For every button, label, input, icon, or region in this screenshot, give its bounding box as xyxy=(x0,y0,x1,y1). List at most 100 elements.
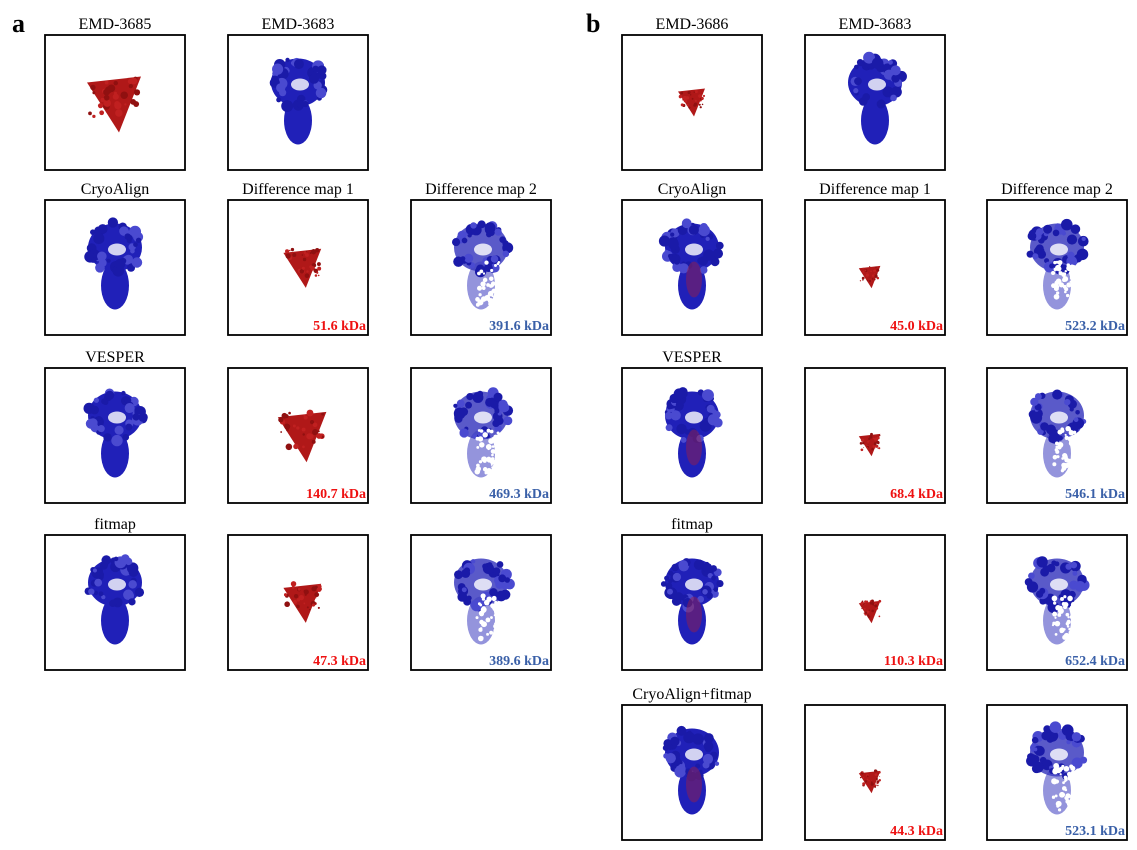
density-blob xyxy=(1077,420,1084,427)
density-gap xyxy=(1071,279,1077,285)
density-gap xyxy=(1058,808,1061,811)
density-blob xyxy=(711,576,716,581)
density-gap xyxy=(1052,612,1057,617)
density-blob xyxy=(854,77,862,85)
density-blob xyxy=(663,753,669,759)
density-red-dot xyxy=(293,444,298,449)
mass-label: 44.3 kDa xyxy=(890,824,943,839)
map-cell: CryoAlign xyxy=(45,181,185,335)
density-blob xyxy=(462,587,467,592)
density-red-dot xyxy=(294,594,298,598)
map-cell: Difference map 1 51.6 kDa xyxy=(228,181,368,335)
density-red-dot xyxy=(288,412,291,415)
density-red-dot xyxy=(871,448,874,451)
density-red-dot xyxy=(876,273,877,274)
density-red-dot xyxy=(291,581,296,586)
density-gap xyxy=(486,618,491,623)
density-red-dot xyxy=(860,280,861,281)
density-red-dot xyxy=(692,98,694,100)
density-hole xyxy=(685,412,703,424)
density-gap xyxy=(1060,629,1064,633)
density-red-dot xyxy=(867,280,868,281)
map-cell: Difference map 2391.6 kDa xyxy=(411,181,551,335)
density-blob xyxy=(101,398,107,404)
density-blob xyxy=(879,66,884,71)
density-gap xyxy=(1059,271,1063,275)
density-blob xyxy=(97,252,107,262)
density-gap xyxy=(492,596,497,601)
density-blob xyxy=(316,88,327,99)
density-red-dot xyxy=(879,779,881,781)
density-hole xyxy=(1050,412,1068,424)
density-red-dot xyxy=(875,445,878,448)
density-blob xyxy=(499,236,506,243)
density-blob xyxy=(668,239,678,249)
density-blob xyxy=(121,554,130,563)
density-gap xyxy=(486,633,489,636)
density-gap xyxy=(487,457,492,462)
density-overlay xyxy=(686,262,702,298)
density-blob xyxy=(1082,237,1086,241)
density-gap xyxy=(483,432,488,437)
density-red-dot xyxy=(867,779,869,781)
density-gap xyxy=(1066,613,1070,617)
density-red-dot xyxy=(703,95,705,97)
density-blob xyxy=(891,74,899,82)
density-gap xyxy=(1063,595,1066,598)
density-gap xyxy=(1070,766,1075,771)
density-blob xyxy=(716,242,724,250)
density-blob xyxy=(1046,425,1056,435)
map-cell: EMD-3683 xyxy=(228,16,368,170)
map-cell: 44.3 kDa xyxy=(805,705,945,840)
density-gap xyxy=(1064,633,1069,638)
density-blob xyxy=(678,560,688,570)
density-blob xyxy=(111,435,122,446)
mass-label: 389.6 kDa xyxy=(489,654,549,669)
density-gap xyxy=(1064,780,1066,782)
density-red-dot xyxy=(878,600,881,603)
density-red-dot xyxy=(286,443,293,450)
map-title: Difference map 1 xyxy=(819,181,931,198)
density-red-dot xyxy=(306,270,308,272)
density-red-dot xyxy=(302,433,304,435)
map-title: VESPER xyxy=(662,349,722,366)
density-gap xyxy=(1060,597,1064,601)
density-red-dot xyxy=(864,600,867,603)
density-red-dot xyxy=(293,425,296,428)
density-gap xyxy=(1054,294,1060,300)
density-red-dot xyxy=(872,274,875,277)
density-red-dot xyxy=(867,444,868,445)
map-title: Difference map 1 xyxy=(242,181,354,198)
density-blob xyxy=(471,559,475,563)
map-cell: 389.6 kDa xyxy=(411,535,551,670)
map-cell: fitmap xyxy=(622,516,762,670)
map-title: Difference map 2 xyxy=(1001,181,1113,198)
density-gap xyxy=(490,616,493,619)
density-red-dot xyxy=(687,91,690,94)
density-red-dot xyxy=(867,775,869,777)
density-gap xyxy=(491,466,493,468)
density-red-dot xyxy=(120,91,128,99)
density-gap xyxy=(1071,602,1077,608)
density-red-dot xyxy=(875,785,876,786)
density-red-dot xyxy=(877,437,880,440)
density-red-dot xyxy=(874,438,877,441)
map-title: Difference map 2 xyxy=(425,181,537,198)
density-blob xyxy=(99,591,104,596)
mass-label: 51.6 kDa xyxy=(313,319,366,334)
density-blob xyxy=(659,236,670,247)
density-blob xyxy=(674,592,683,601)
density-red-dot xyxy=(876,269,879,272)
density-red-dot xyxy=(316,272,318,274)
density-blob xyxy=(459,407,468,416)
density-gap xyxy=(1055,794,1058,797)
density-blob xyxy=(708,414,719,425)
map-title: fitmap xyxy=(671,516,713,533)
density-red-dot xyxy=(286,428,289,431)
density-blob xyxy=(665,412,673,420)
figure: aEMD-3685EMD-3683CryoAlignDifference map… xyxy=(0,0,1137,845)
density-blob xyxy=(490,400,498,408)
density-blob xyxy=(716,580,723,587)
density-red-dot xyxy=(879,776,880,777)
density-blob xyxy=(495,229,500,234)
